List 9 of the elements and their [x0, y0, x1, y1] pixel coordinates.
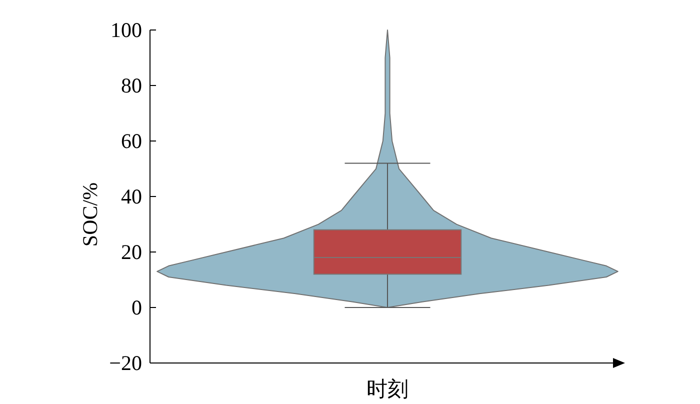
y-tick-label: 100: [110, 18, 142, 42]
y-tick-label: 80: [121, 74, 142, 98]
y-tick-label: 0: [132, 296, 142, 320]
y-tick-label: 40: [121, 184, 142, 208]
y-axis-title: SOC/%: [78, 182, 102, 247]
x-axis-title: 时刻: [366, 377, 408, 401]
y-tick-label: −20: [109, 351, 142, 375]
y-tick-label: 20: [121, 240, 142, 264]
y-tick-label: 60: [121, 129, 142, 153]
